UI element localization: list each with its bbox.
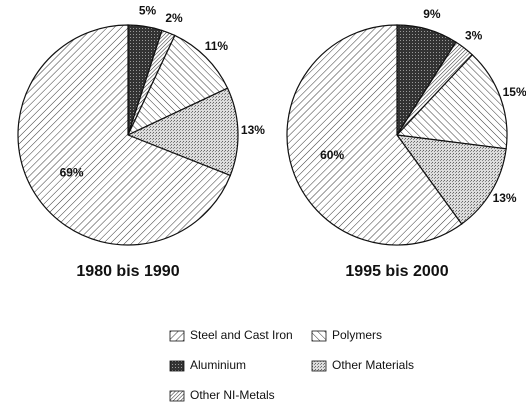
chart-title: 1980 bis 1990 [76, 263, 179, 280]
legend-label: Aluminium [190, 358, 246, 372]
data-label: 13% [493, 191, 517, 205]
data-label: 11% [205, 39, 229, 53]
chart-title: 1995 bis 2000 [345, 263, 448, 280]
data-label: 3% [465, 28, 483, 42]
data-label: 69% [60, 166, 84, 180]
data-label: 13% [241, 123, 265, 137]
pie-slice [17, 24, 232, 246]
data-label: 9% [423, 7, 441, 21]
pie-slice [126, 87, 239, 177]
pie-slice [126, 34, 229, 137]
legend-swatch [311, 360, 327, 372]
pie-slice [286, 24, 463, 246]
pie-slice [395, 134, 507, 225]
legend-swatch [169, 390, 185, 402]
legend-swatch [311, 330, 327, 342]
data-label: 60% [320, 148, 344, 162]
legend-label: Steel and Cast Iron [190, 328, 293, 342]
pie-slice [395, 53, 508, 150]
data-label: 5% [139, 4, 157, 18]
legend-label: Polymers [332, 328, 382, 342]
data-label: 2% [165, 11, 183, 25]
legend-swatch [169, 330, 185, 342]
legend-label: Other NI-Metals [190, 388, 275, 402]
data-label: 15% [503, 85, 526, 99]
legend-label: Other Materials [332, 358, 414, 372]
legend-swatch [169, 360, 185, 372]
